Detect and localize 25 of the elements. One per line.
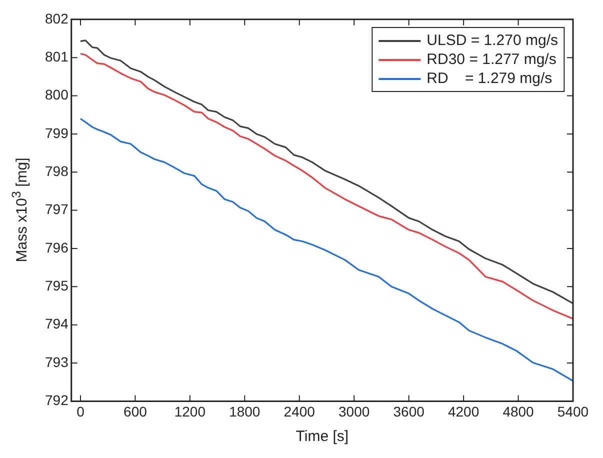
y-tick-label: 794 xyxy=(45,316,69,332)
x-tick-label: 3000 xyxy=(338,403,370,420)
y-tick-label: 796 xyxy=(45,239,69,256)
legend-label: ULSD = 1.270 mg/s xyxy=(426,31,558,50)
y-tick-label: 801 xyxy=(45,48,69,64)
y-tick-label: 800 xyxy=(45,86,69,103)
x-tick-label: 4200 xyxy=(448,403,480,420)
y-tick-label: 798 xyxy=(45,162,69,179)
y-tick-label: 795 xyxy=(45,278,69,294)
x-tick-label: 1200 xyxy=(174,403,206,420)
y-tick-label: 793 xyxy=(45,354,69,370)
y-tick-label: 802 xyxy=(45,10,69,26)
x-tick-label: 1800 xyxy=(229,403,260,420)
x-tick-label: 2400 xyxy=(284,403,316,420)
x-tick-label: 600 xyxy=(124,403,148,420)
x-tick-label: 4800 xyxy=(502,403,534,420)
legend-label: RD30 = 1.277 mg/s xyxy=(426,50,556,70)
legend-label: RD = 1.279 mg/s xyxy=(426,69,552,88)
x-tick-label: 0 xyxy=(76,403,85,420)
x-axis-title: Time [s] xyxy=(296,428,349,446)
y-tick-label: 799 xyxy=(45,124,69,141)
x-tick-label: 3600 xyxy=(393,403,425,420)
x-tick-label: 5400 xyxy=(557,403,589,420)
y-tick-label: 797 xyxy=(45,201,69,218)
y-tick-label: 792 xyxy=(45,392,69,408)
